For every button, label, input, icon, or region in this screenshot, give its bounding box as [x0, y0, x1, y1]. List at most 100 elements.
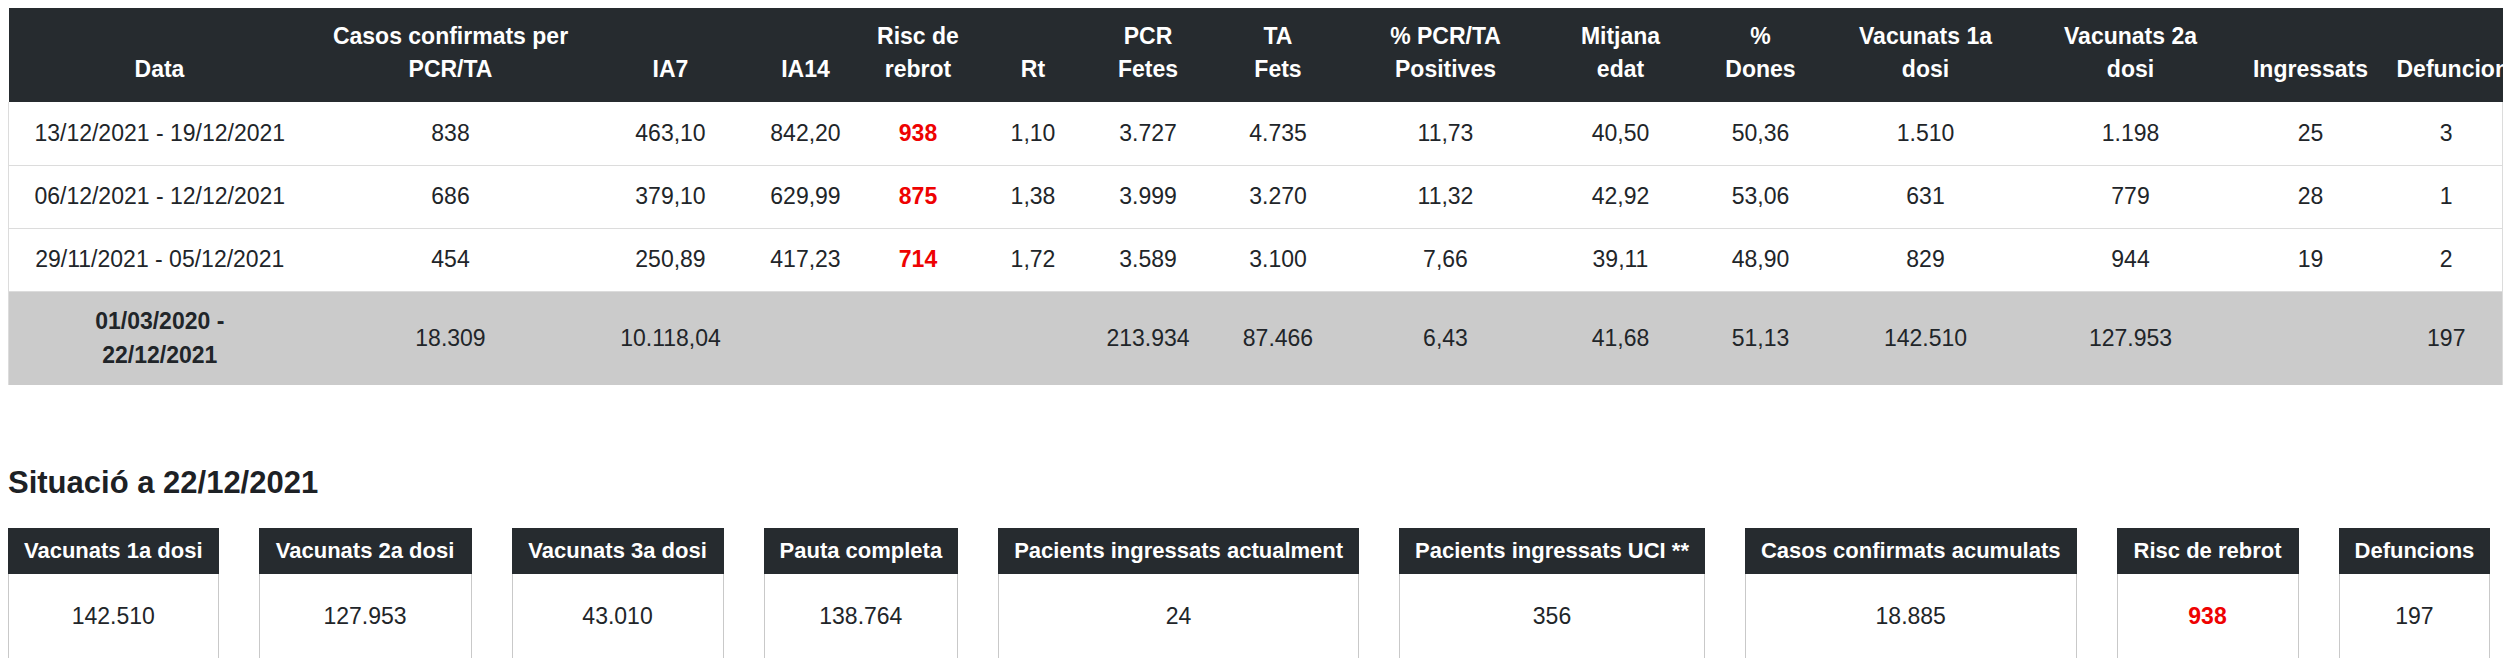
- stat-card-value: 24: [998, 574, 1359, 658]
- stat-card-label: Pacients ingressats actualment: [998, 528, 1359, 574]
- col-header-label: IA14: [781, 53, 830, 86]
- pcr-fetes-cell: 213.934: [1091, 291, 1206, 385]
- vacunats-1a-cell: 1.510: [1821, 102, 2031, 165]
- vacunats-2a-cell: 779: [2031, 165, 2231, 228]
- ia14-cell: 629,99: [751, 165, 861, 228]
- situation-title: Situació a 22/12/2021: [8, 465, 2502, 501]
- pct-dones-cell: 51,13: [1701, 291, 1821, 385]
- ia7-cell: 250,89: [591, 228, 751, 291]
- ta-fets-cell: 3.270: [1206, 165, 1351, 228]
- pcr-fetes-cell: 3.589: [1091, 228, 1206, 291]
- stat-card-value: 938: [2117, 574, 2299, 658]
- ia7-cell: 379,10: [591, 165, 751, 228]
- col-header-pct-positives: % PCR/TA Positives: [1351, 8, 1541, 102]
- col-header-data: Data: [9, 8, 311, 102]
- mitjana-edat-cell: 39,11: [1541, 228, 1701, 291]
- col-header-label: Mitjana edat: [1571, 20, 1671, 85]
- defuncions-cell: 197: [2391, 291, 2503, 385]
- casos-cell: 18.309: [311, 291, 591, 385]
- ta-fets-cell: 87.466: [1206, 291, 1351, 385]
- pct-positives-cell: 7,66: [1351, 228, 1541, 291]
- mitjana-edat-cell: 41,68: [1541, 291, 1701, 385]
- col-header-pct-dones: % Dones: [1701, 8, 1821, 102]
- table-row-week-2: 06/12/2021 - 12/12/2021 686 379,10 629,9…: [9, 165, 2503, 228]
- ia7-cell: 10.118,04: [591, 291, 751, 385]
- ingressats-cell: 28: [2231, 165, 2391, 228]
- stat-card-label: Vacunats 2a dosi: [259, 528, 472, 574]
- col-header-ia14: IA14: [751, 8, 861, 102]
- vacunats-1a-cell: 142.510: [1821, 291, 2031, 385]
- pct-dones-cell: 48,90: [1701, 228, 1821, 291]
- stat-card-label: Defuncions: [2339, 528, 2491, 574]
- col-header-rt: Rt: [976, 8, 1091, 102]
- stat-card-pacients-ingressats: Pacients ingressats actualment 24: [998, 528, 1359, 658]
- ingressats-cell: 25: [2231, 102, 2391, 165]
- stat-card-value: 138.764: [764, 574, 959, 658]
- stat-card-pauta-completa: Pauta completa 138.764: [764, 528, 959, 658]
- risc-rebrot-cell: 875: [861, 165, 976, 228]
- col-header-ingressats: Ingressats: [2231, 8, 2391, 102]
- risc-rebrot-cell: 938: [861, 102, 976, 165]
- table-row-week-1: 13/12/2021 - 19/12/2021 838 463,10 842,2…: [9, 102, 2503, 165]
- vacunats-1a-cell: 829: [1821, 228, 2031, 291]
- vacunats-1a-cell: 631: [1821, 165, 2031, 228]
- mitjana-edat-cell: 40,50: [1541, 102, 1701, 165]
- stat-card-casos-acumulats: Casos confirmats acumulats 18.885: [1745, 528, 2077, 658]
- stat-card-defuncions: Defuncions 197: [2339, 528, 2491, 658]
- ia14-cell: 417,23: [751, 228, 861, 291]
- date-range-cell: 13/12/2021 - 19/12/2021: [9, 102, 311, 165]
- col-header-ia7: IA7: [591, 8, 751, 102]
- pct-positives-cell: 6,43: [1351, 291, 1541, 385]
- ta-fets-cell: 4.735: [1206, 102, 1351, 165]
- pct-positives-cell: 11,73: [1351, 102, 1541, 165]
- weekly-summary-table: Data Casos confirmats per PCR/TA IA7 IA1…: [8, 8, 2503, 385]
- col-header-vacunats-2a: Vacunats 2a dosi: [2031, 8, 2231, 102]
- vacunats-2a-cell: 127.953: [2031, 291, 2231, 385]
- date-range-text: 01/03/2020 - 22/12/2021: [75, 305, 245, 372]
- col-header-label: TA Fets: [1250, 20, 1306, 85]
- col-header-label: Rt: [1021, 53, 1045, 86]
- pct-positives-cell: 11,32: [1351, 165, 1541, 228]
- stat-card-label: Risc de rebrot: [2117, 528, 2299, 574]
- col-header-pcr-fetes: PCR Fetes: [1091, 8, 1206, 102]
- stat-card-pacients-uci: Pacients ingressats UCI ** 356: [1399, 528, 1705, 658]
- pcr-fetes-cell: 3.999: [1091, 165, 1206, 228]
- col-header-mitjana-edat: Mitjana edat: [1541, 8, 1701, 102]
- stat-card-value: 142.510: [8, 574, 219, 658]
- stat-card-label: Vacunats 3a dosi: [512, 528, 724, 574]
- table-body: 13/12/2021 - 19/12/2021 838 463,10 842,2…: [9, 102, 2503, 385]
- col-header-vacunats-1a: Vacunats 1a dosi: [1821, 8, 2031, 102]
- date-range-cell: 29/11/2021 - 05/12/2021: [9, 228, 311, 291]
- ia7-cell: 463,10: [591, 102, 751, 165]
- rt-cell: [976, 291, 1091, 385]
- col-header-label: Risc de rebrot: [873, 20, 963, 85]
- vacunats-2a-cell: 944: [2031, 228, 2231, 291]
- stat-card-label: Vacunats 1a dosi: [8, 528, 219, 574]
- stat-card-label: Pacients ingressats UCI **: [1399, 528, 1705, 574]
- stat-card-vacunats-1a-dosi: Vacunats 1a dosi 142.510: [8, 528, 219, 658]
- defuncions-cell: 2: [2391, 228, 2503, 291]
- table-header: Data Casos confirmats per PCR/TA IA7 IA1…: [9, 8, 2503, 102]
- ta-fets-cell: 3.100: [1206, 228, 1351, 291]
- col-header-risc-rebrot: Risc de rebrot: [861, 8, 976, 102]
- table-row-cumulative-total: 01/03/2020 - 22/12/2021 18.309 10.118,04…: [9, 291, 2503, 385]
- col-header-defuncions: Defuncions: [2391, 8, 2503, 102]
- ingressats-cell: 19: [2231, 228, 2391, 291]
- stat-card-value: 127.953: [259, 574, 472, 658]
- rt-cell: 1,38: [976, 165, 1091, 228]
- col-header-label: % Dones: [1725, 20, 1797, 85]
- stat-card-value: 18.885: [1745, 574, 2077, 658]
- ia14-cell: [751, 291, 861, 385]
- table-row-week-3: 29/11/2021 - 05/12/2021 454 250,89 417,2…: [9, 228, 2503, 291]
- vacunats-2a-cell: 1.198: [2031, 102, 2231, 165]
- pct-dones-cell: 50,36: [1701, 102, 1821, 165]
- col-header-label: Casos confirmats per PCR/TA: [326, 20, 576, 85]
- casos-cell: 454: [311, 228, 591, 291]
- pct-dones-cell: 53,06: [1701, 165, 1821, 228]
- col-header-label: Vacunats 2a dosi: [2061, 20, 2201, 85]
- situation-cards: Vacunats 1a dosi 142.510 Vacunats 2a dos…: [8, 528, 2502, 658]
- casos-cell: 838: [311, 102, 591, 165]
- col-header-casos-confirmats: Casos confirmats per PCR/TA: [311, 8, 591, 102]
- stat-card-value: 356: [1399, 574, 1705, 658]
- col-header-label: Vacunats 1a dosi: [1856, 20, 1996, 85]
